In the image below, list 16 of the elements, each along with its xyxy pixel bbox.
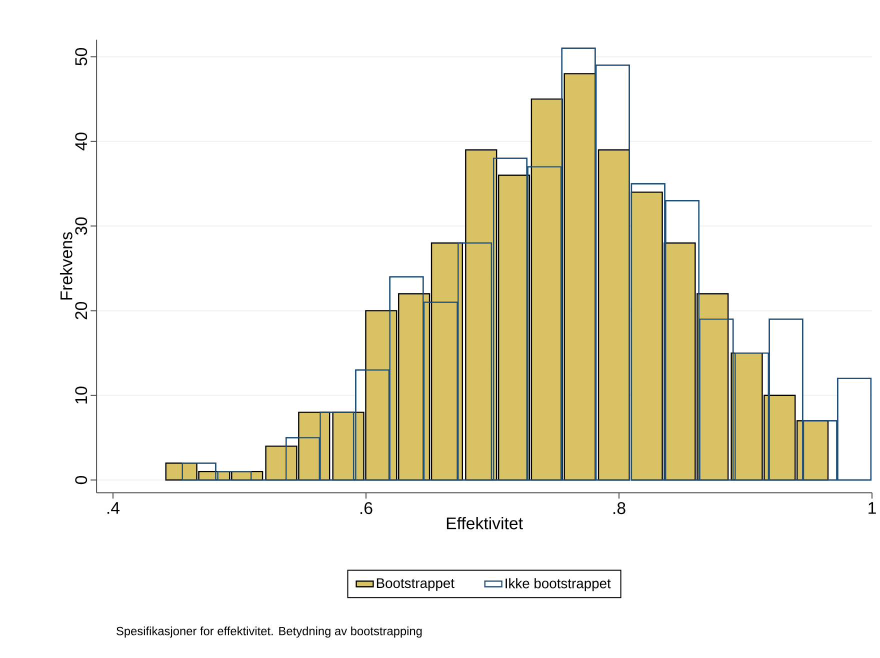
x-tick-label: .4 — [108, 502, 120, 514]
y-tick-label: 30 — [75, 217, 88, 235]
y-tick-label: 0 — [75, 476, 88, 484]
text: Spesifikasjoner for effektivitet. Betydning av bootstrapping — [116, 626, 422, 638]
x-tick-label: 1 — [868, 502, 876, 514]
x-axis-title: Effektivitet — [446, 516, 523, 530]
x-tick-label: .6 — [360, 502, 372, 514]
y-axis-title: Frekvens — [60, 232, 72, 300]
legend-label: Bootstrappet — [376, 578, 454, 591]
bar — [598, 149, 630, 481]
y-tick-label: 50 — [75, 48, 88, 66]
x-tick-label: .8 — [614, 502, 626, 514]
y-tick-label: 10 — [75, 386, 88, 404]
legend-label: Ikke bootstrappet — [506, 578, 611, 592]
y-tick-label: 40 — [75, 132, 88, 150]
y-tick-label: 20 — [75, 302, 88, 320]
